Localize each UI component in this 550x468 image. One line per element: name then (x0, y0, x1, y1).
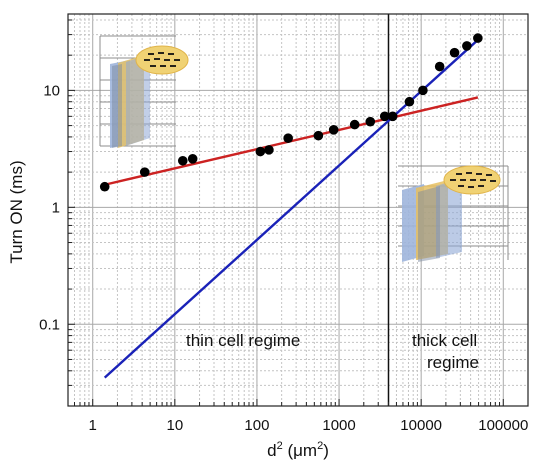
thick-regime-fit-line (103, 39, 479, 379)
data-point (283, 133, 293, 144)
data-point (139, 167, 150, 177)
data-point (462, 41, 472, 51)
data-point (434, 61, 445, 72)
plot-frame (67, 13, 529, 407)
x-tick-label: 10 (166, 417, 183, 434)
annotation-thick-cell-line2: regime (427, 353, 479, 372)
annotation-thick-cell-line1: thick cell (412, 331, 477, 350)
data-point (264, 145, 274, 155)
data-point (99, 181, 110, 192)
data-point (387, 111, 398, 122)
x-tick-label: 1 (89, 417, 97, 434)
y-tick-label: 1 (52, 199, 60, 216)
data-point (418, 85, 428, 96)
data-point (313, 130, 324, 141)
data-point (404, 96, 415, 107)
data-point (187, 153, 198, 164)
x-tick-label: 1000 (322, 417, 355, 434)
data-point (328, 125, 339, 135)
data-point (255, 146, 266, 157)
x-tick-label: 10000 (400, 417, 442, 434)
data-point (349, 119, 360, 130)
data-point (379, 111, 390, 122)
data-point (177, 155, 188, 166)
thin-cell-illustration (99, 35, 189, 148)
data-point (449, 47, 460, 58)
axis-ticks: 1 10 100 1000 10000 100000 0.1 1 10 (39, 19, 529, 434)
y-tick-label: 10 (43, 82, 60, 99)
data-point (473, 33, 483, 43)
annotation-thin-cell: thin cell regime (186, 331, 300, 350)
thick-cell-illustration (398, 165, 509, 262)
data-points (99, 33, 483, 192)
data-point (365, 116, 376, 127)
y-tick-label: 0.1 (39, 316, 60, 333)
y-axis-title: Turn ON (ms) (7, 160, 26, 263)
x-tick-label: 100000 (478, 417, 528, 434)
x-axis-title: d2 (μm2) (267, 440, 329, 460)
x-tick-label: 100 (244, 417, 269, 434)
